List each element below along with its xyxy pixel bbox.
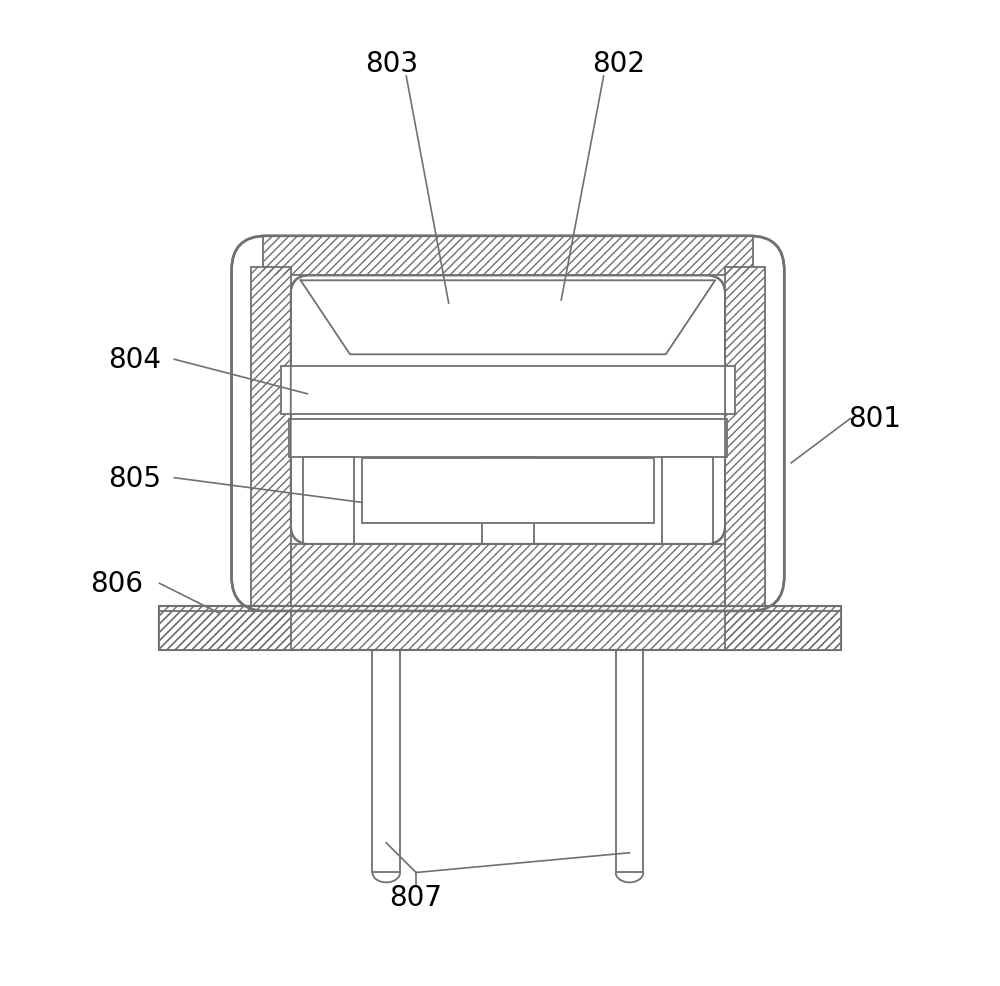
Text: 801: 801 [849, 405, 902, 433]
Bar [482, 458, 534, 544]
Text: 802: 802 [592, 50, 645, 78]
Polygon shape [301, 281, 715, 355]
Bar [263, 237, 753, 276]
Bar [725, 611, 841, 651]
Text: 803: 803 [365, 50, 418, 78]
Bar [281, 367, 735, 414]
Bar [291, 544, 725, 611]
Bar [251, 268, 291, 611]
Text: 807: 807 [390, 883, 443, 911]
Bar [303, 458, 354, 544]
FancyBboxPatch shape [291, 276, 725, 544]
Bar [362, 459, 654, 523]
Bar [159, 611, 291, 651]
Bar [251, 268, 291, 611]
Bar [159, 611, 291, 651]
Bar [289, 420, 727, 458]
Bar [725, 611, 841, 651]
Text: 804: 804 [108, 346, 161, 374]
Bar [291, 544, 725, 611]
Text: 805: 805 [108, 464, 161, 492]
Bar [725, 268, 765, 611]
FancyBboxPatch shape [232, 237, 784, 611]
Bar [263, 237, 753, 276]
Bar [372, 651, 400, 873]
Bar [616, 651, 643, 873]
Bar [159, 606, 841, 651]
Bar [159, 606, 841, 651]
Bar [725, 268, 765, 611]
Bar [662, 458, 713, 544]
Text: 806: 806 [91, 570, 144, 598]
